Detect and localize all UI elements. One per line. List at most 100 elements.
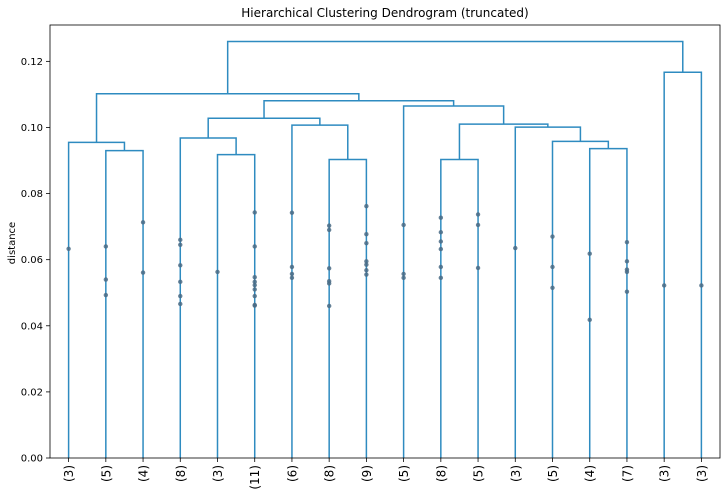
x-axis-ticks: (3) (5) (4) (8) (3) (11) (6) (8) (9) (5) (8) (5) (3)… <box>62 458 709 490</box>
leaf-label: (4) <box>137 465 151 482</box>
leaf-point <box>699 283 704 288</box>
leaf-point <box>364 268 369 273</box>
leaf-point <box>364 203 369 209</box>
dendrogram-link <box>67 141 126 458</box>
leaf-label: (8) <box>174 465 188 482</box>
leaf-point <box>587 251 592 256</box>
leaf-point <box>401 222 406 228</box>
y-tick-label: 0.04 <box>21 321 43 332</box>
leaf-point <box>252 287 257 292</box>
y-tick-label: 0.12 <box>21 57 43 68</box>
leaf-point <box>364 232 369 237</box>
leaf-point <box>103 292 109 298</box>
leaf-point <box>624 239 630 245</box>
leaf-label: (3) <box>211 465 225 482</box>
y-axis-ticks: 0.00 0.02 0.04 0.06 0.08 0.10 0.12 <box>21 57 50 465</box>
leaf-point <box>178 263 183 268</box>
leaf-point <box>103 277 109 282</box>
leaf-point <box>438 215 444 220</box>
leaf-point <box>550 234 555 239</box>
leaf-label: (5) <box>546 465 560 482</box>
leaf-point <box>103 244 109 249</box>
leaf-point <box>326 223 332 228</box>
leaf-point <box>326 303 332 309</box>
leaf-point <box>252 210 257 215</box>
leaf-point <box>178 301 183 307</box>
leaf-label: (8) <box>434 465 448 482</box>
leaf-point <box>550 285 555 290</box>
leaf-point <box>438 230 444 235</box>
leaf-label: (4) <box>583 465 597 482</box>
leaf-point <box>66 246 71 251</box>
leaf-point <box>438 239 444 244</box>
plot-frame <box>49 24 721 459</box>
leaf-label: (11) <box>248 465 262 490</box>
leaf-point <box>661 283 667 288</box>
leaf-label: (9) <box>360 465 374 482</box>
y-tick-label: 0.10 <box>21 123 43 134</box>
y-tick-label: 0.08 <box>21 189 43 200</box>
dendrogram-link <box>291 124 349 458</box>
leaf-label: (5) <box>397 465 411 482</box>
leaf-label: (6) <box>285 465 299 482</box>
leaf-point <box>289 275 295 281</box>
leaf-point <box>326 227 332 233</box>
leaf-point <box>252 274 257 280</box>
dendrogram-link <box>207 117 321 139</box>
dendrogram-link <box>402 105 505 458</box>
dendrogram-link <box>226 40 684 94</box>
leaf-point <box>178 237 183 243</box>
leaf-point <box>438 264 444 270</box>
leaf-point <box>215 269 220 275</box>
leaf-point <box>550 264 555 270</box>
leaf-point <box>289 271 295 277</box>
leaf-point <box>364 262 369 267</box>
y-tick-label: 0.02 <box>21 387 43 398</box>
leaf-point <box>364 272 369 277</box>
leaf-point <box>401 271 406 277</box>
leaf-point <box>438 275 444 281</box>
leaf-point <box>624 289 630 294</box>
leaf-point <box>252 244 257 249</box>
y-axis-label: distance <box>7 222 18 264</box>
leaf-label: (7) <box>620 465 634 482</box>
y-tick-label: 0.06 <box>21 255 43 266</box>
leaf-point <box>475 212 481 217</box>
leaf-label: (3) <box>658 465 672 482</box>
leaf-point <box>289 210 295 215</box>
leaf-label: (5) <box>99 465 113 482</box>
leaf-point <box>475 222 481 228</box>
leaf-point <box>289 264 295 270</box>
leaf-point <box>140 220 146 225</box>
leaf-point <box>326 281 332 286</box>
leaf-label: (3) <box>695 465 709 482</box>
leaf-points <box>66 203 704 323</box>
leaf-point <box>475 265 481 271</box>
leaf-point <box>326 266 332 271</box>
leaf-point <box>178 279 183 285</box>
leaf-point <box>178 242 183 248</box>
leaf-label: (8) <box>323 465 337 482</box>
leaf-point <box>624 269 630 275</box>
dendrogram-link <box>588 147 628 458</box>
leaf-point <box>364 259 369 264</box>
leaf-point <box>624 259 630 264</box>
leaf-point <box>252 282 257 288</box>
leaf-label: (3) <box>509 465 523 482</box>
leaf-point <box>513 245 518 251</box>
leaf-point <box>252 303 257 308</box>
leaf-point <box>252 293 257 299</box>
y-tick-label: 0.00 <box>21 454 43 465</box>
leaf-point <box>401 275 406 281</box>
leaf-label: (5) <box>472 465 486 482</box>
leaf-point <box>364 240 369 246</box>
leaf-point <box>252 279 257 285</box>
leaf-label: (3) <box>62 465 76 482</box>
leaf-point <box>587 317 592 323</box>
chart-title: Hierarchical Clustering Dendrogram (trun… <box>241 6 528 20</box>
leaf-point <box>438 246 444 252</box>
leaf-point <box>140 270 146 275</box>
leaf-point <box>178 293 183 299</box>
